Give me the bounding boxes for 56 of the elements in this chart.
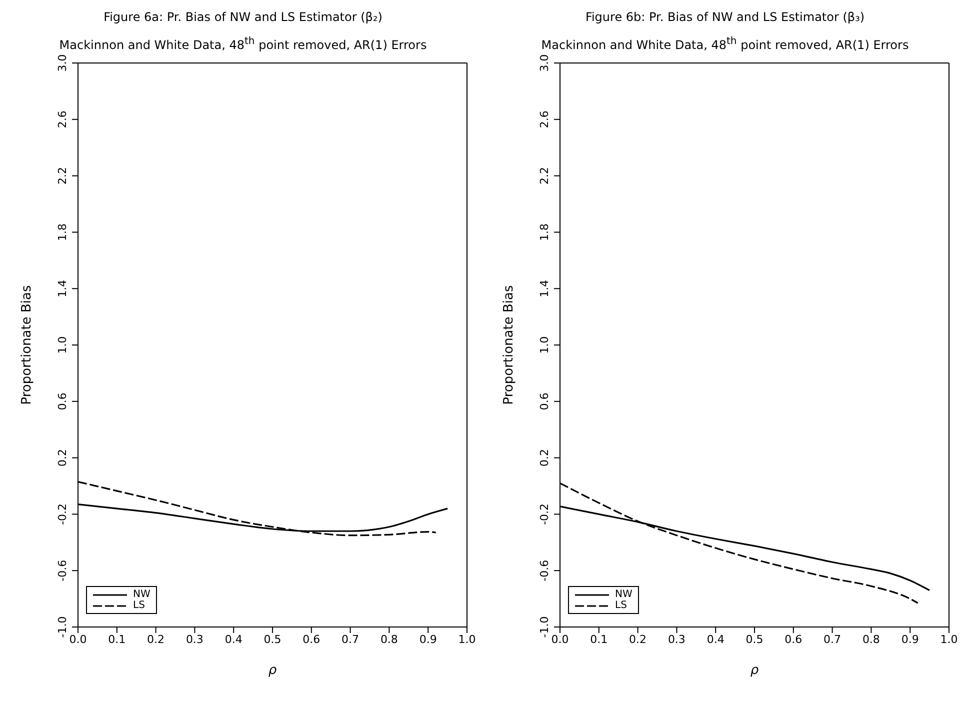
y-tick-label: 3.0 [56, 54, 69, 72]
x-tick-label: 0.1 [590, 632, 608, 646]
x-tick-label: 0.4 [706, 632, 724, 646]
y-tick-label: 0.6 [56, 392, 69, 410]
x-tick-label: 0.9 [901, 632, 919, 646]
x-axis-title: ρ [750, 663, 760, 678]
chart-subtitle: Mackinnon and White Data, 48$^{th}$ point removed, AR(1) Errors [540, 36, 910, 52]
y-tick-label: 0.2 [538, 449, 551, 467]
x-tick-label: 0.0 [69, 632, 87, 646]
x-tick-label: 0.3 [186, 632, 204, 646]
y-axis-title: Proportionate Bias [20, 285, 35, 405]
y-tick-label: 1.0 [56, 336, 69, 354]
x-tick-label: 0.2 [147, 632, 165, 646]
x-tick-label: 1.0 [940, 632, 958, 646]
y-tick-label: 1.4 [56, 280, 69, 298]
x-tick-label: 0.6 [784, 632, 802, 646]
x-tick-label: 0.9 [419, 632, 437, 646]
x-tick-label: 0.6 [302, 632, 320, 646]
y-tick-label: 1.4 [538, 280, 551, 298]
x-tick-label: 0.1 [108, 632, 126, 646]
y-tick-label: -0.6 [56, 560, 69, 582]
y-tick-label: -0.2 [538, 503, 551, 525]
legend-label: NW [133, 589, 150, 600]
x-tick-label: 0.0 [551, 632, 569, 646]
x-tick-label: 0.8 [380, 632, 398, 646]
x-tick-label: 0.7 [824, 632, 842, 646]
x-tick-label: 0.5 [746, 632, 764, 646]
x-tick-label: 0.8 [862, 632, 880, 646]
y-tick-label: 1.8 [56, 223, 69, 241]
y-tick-label: -1.0 [538, 616, 551, 638]
chart-title: Figure 6a: Pr. Bias of NW and LS Estimator (β₂) [102, 10, 384, 24]
x-tick-label: 0.5 [264, 632, 282, 646]
legend-label: NW [615, 589, 632, 600]
y-tick-label: -1.0 [56, 616, 69, 638]
y-tick-label: 0.2 [56, 449, 69, 467]
y-tick-label: 0.6 [538, 392, 551, 410]
y-tick-label: 2.6 [538, 110, 551, 128]
y-tick-label: -0.2 [56, 503, 69, 525]
y-axis-title: Proportionate Bias [502, 285, 517, 405]
legend-label: LS [615, 600, 627, 611]
x-tick-label: 0.3 [668, 632, 686, 646]
x-tick-label: 0.7 [342, 632, 360, 646]
legend-label: LS [133, 600, 145, 611]
x-tick-label: 1.0 [458, 632, 476, 646]
y-tick-label: 2.6 [56, 110, 69, 128]
y-tick-label: 1.8 [538, 223, 551, 241]
x-tick-label: 0.4 [224, 632, 242, 646]
y-tick-label: -0.6 [538, 560, 551, 582]
chart-title: Figure 6b: Pr. Bias of NW and LS Estimator (β₃) [584, 10, 866, 24]
chart-subtitle: Mackinnon and White Data, 48$^{th}$ point removed, AR(1) Errors [58, 36, 428, 52]
y-tick-label: 1.0 [538, 336, 551, 354]
y-tick-label: 2.2 [56, 167, 69, 185]
y-tick-label: 2.2 [538, 167, 551, 185]
x-tick-label: 0.2 [629, 632, 647, 646]
y-tick-label: 3.0 [538, 54, 551, 72]
x-axis-title: ρ [268, 663, 278, 678]
